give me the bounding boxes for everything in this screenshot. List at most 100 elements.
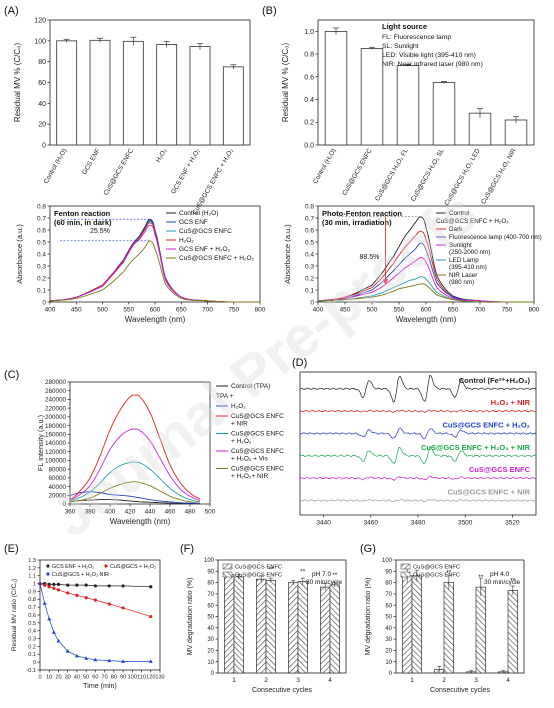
panel-g-significance: ** [510, 578, 516, 585]
panel-f-bar [297, 581, 308, 674]
panel-d-xtick-label: 3480 [411, 520, 426, 527]
panel-a-bar [189, 46, 211, 146]
panel-e-marker [47, 616, 52, 621]
panel-e-ytick-label: 0.7 [28, 605, 36, 611]
panel-fenton-legend-label: CuS@GCS ENFC [179, 228, 232, 235]
panel-fenton-legend-label: Control (H₂O) [179, 210, 218, 217]
panel-photo-fenton-xtick-label: 650 [448, 307, 459, 314]
panel-c-legend-label: TPA + [216, 393, 234, 400]
panel-c-ytick-label: 280000 [45, 379, 67, 386]
panel-d-xtick-label: 3460 [364, 520, 379, 527]
panel-b-ytick-label: 0.0 [304, 142, 314, 149]
panel-e-marker [43, 583, 47, 587]
panel-fenton-ytick-label: 0.1 [37, 287, 46, 294]
panel-e-ytick-label: 0 [33, 660, 36, 666]
panel-d-frame [299, 371, 537, 516]
panel-e-marker [38, 581, 42, 586]
panel-e-series-line [39, 583, 151, 662]
panel-fenton-xtick-label: 550 [123, 307, 134, 314]
panel-e-marker [56, 582, 61, 586]
panel-e-ytick-label: 1.1 [28, 574, 36, 580]
panel-c-ylabel: FL intensity (a.u.) [36, 415, 45, 471]
panel-g-xtick-label: 4 [506, 677, 510, 684]
panel-g-bar [507, 590, 518, 674]
panel-e-legend-label: CuS@GCS + H₂O₂ NIR [52, 572, 109, 578]
panel-e-xtick-label: 40 [74, 675, 80, 681]
panel-f-bar [265, 579, 276, 674]
panel-fenton-series-line [49, 240, 260, 303]
panel-c-ytick-label: 220000 [45, 405, 67, 412]
panel-fenton-xtick-label: 500 [97, 307, 108, 314]
panel-c-ytick-label: 60000 [48, 475, 66, 482]
panel-photo-fenton-ytick-label: 0.8 [305, 203, 314, 210]
panel-e-ytick-label: 1 [33, 582, 36, 588]
panel-fenton-legend-label: CuS@GCS ENFC + H₂O₂ [179, 255, 255, 262]
panel-fenton-ytick-label: 0.5 [37, 239, 46, 246]
panel-fenton-ytick-label: 0.6 [37, 227, 46, 234]
panel-c-xtick-label: 440 [145, 509, 156, 516]
panel-c-ytick-label: 100000 [45, 458, 67, 465]
panel-e-marker [74, 653, 79, 658]
panel-c-ytick-label: 160000 [45, 431, 67, 438]
panel-e-marker [47, 585, 51, 589]
panel-b-legend-title: Light source [382, 22, 427, 31]
panel-a-ytick-label: 120 [34, 17, 46, 24]
panel-c-ytick-label: 120000 [45, 449, 67, 456]
panel-e-marker [107, 658, 112, 663]
panel-g-legend-swatch [400, 571, 411, 578]
panel-f-bar [233, 576, 244, 674]
panel-g-ytick-label: 10 [385, 660, 392, 666]
panel-b-frame [317, 19, 535, 146]
panel-e-ytick-label: 0.3 [28, 637, 36, 643]
panel-g-bar [411, 575, 422, 674]
panel-a-bar [222, 66, 244, 146]
panel-f-ytick-label: 30 [207, 637, 214, 643]
panel-photo-fenton-ytick-label: 0.1 [305, 287, 314, 294]
panel-e-marker [56, 588, 61, 592]
panel-fenton-xtick-label: 650 [176, 307, 187, 314]
panel-e-marker [149, 614, 153, 619]
panel-e-legend-marker [46, 572, 50, 576]
panel-e-marker [121, 659, 126, 663]
panel-e-ylabel: Residual MV ratio (C/C₀) [11, 579, 18, 651]
panel-e-marker [65, 649, 70, 653]
panel-b-ytick-label: 0.2 [304, 120, 314, 127]
panel-c-xtick-label: 480 [185, 509, 196, 516]
panel-e-marker [47, 582, 51, 586]
panel-b-ytick-label: 0.8 [304, 52, 314, 59]
panel-fenton-percent: 25.5% [90, 228, 110, 235]
panel-photo-fenton-xtick-label: 500 [367, 307, 378, 314]
panel-fenton-ytick-label: 0.4 [37, 251, 46, 258]
panel-fenton-xtick-label: 700 [202, 307, 213, 314]
panel-e-marker [121, 584, 125, 588]
panel-e-ytick-label: 0.2 [28, 644, 36, 650]
panel-d-trace [299, 446, 537, 465]
panel-c-series-line [69, 394, 201, 500]
panel-e-marker [75, 583, 79, 587]
panel-photo-fenton-ytick-label: 0.6 [305, 227, 314, 234]
panel-g-significance: ** [446, 570, 452, 577]
panel-photo-fenton-ytick-label: 0.5 [305, 239, 314, 246]
panel-e-xtick-label: 0 [38, 675, 41, 681]
panel-f-ytick-label: 50 [207, 615, 214, 621]
panel-e-ytick-label: 0.6 [28, 613, 36, 619]
panel-c-ytick-label: 0 [62, 501, 66, 508]
panel-fenton-legend-label: H₂O₂ [179, 237, 194, 244]
panel-c-ytick-label: 260000 [45, 388, 67, 395]
panel-a-ytick-label: 0 [42, 142, 46, 149]
panel-photo-fenton-legend-label-cont: (980 nm) [449, 279, 474, 286]
panel-photo-fenton-ytick-label: 0.3 [305, 263, 314, 270]
panel-photo-fenton-legend-label: Fluorescence lamp (400-700 nm) [449, 234, 542, 241]
panel-g-note-cycle: 30 min/cycle [484, 579, 521, 586]
panel-g-panel-label: (G) [360, 543, 376, 555]
panel-c-legend-label: CuS@GCS ENFC [231, 466, 284, 473]
panel-fenton-ytick-label: 0.2 [37, 275, 46, 282]
panel-g-bar [475, 586, 486, 674]
panel-a-bar [89, 39, 111, 146]
panel-e-marker [52, 586, 56, 590]
panel-e-marker [93, 598, 97, 602]
panel-c-legend-label: + H₂O₂+ NIR [231, 473, 269, 480]
panel-e-xtick-label: 100 [128, 675, 137, 681]
panel-e-xtick-label: 90 [120, 675, 126, 681]
panel-e-ytick-label: 1.2 [28, 566, 36, 572]
